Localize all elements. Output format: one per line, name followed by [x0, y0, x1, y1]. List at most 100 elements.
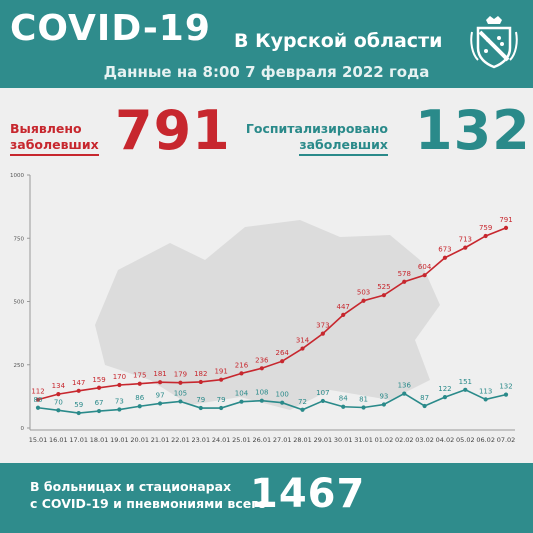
y-tick-label: 750 [14, 236, 25, 242]
x-tick-label: 29.01 [314, 436, 333, 444]
data-label: 81 [359, 396, 368, 404]
data-label: 578 [398, 270, 411, 278]
x-tick-label: 02.02 [395, 436, 414, 444]
data-point [117, 382, 122, 388]
data-point [381, 402, 387, 407]
data-label: 93 [379, 392, 388, 400]
x-tick-label: 06.02 [476, 436, 495, 444]
data-point [483, 233, 488, 239]
x-axis-labels: 15.01 16.01 17.01 18.01 19.01 20.01 21.01 22.01… [29, 436, 516, 444]
data-point [239, 399, 244, 404]
y-tick-label: 0 [21, 426, 25, 432]
data-label: 107 [316, 389, 329, 397]
y-tick-label: 500 [14, 300, 25, 306]
data-label: 503 [357, 289, 370, 297]
data-point [422, 403, 427, 409]
data-point [361, 405, 366, 410]
data-point [178, 399, 183, 404]
data-point [463, 245, 468, 250]
data-label: 105 [174, 389, 187, 397]
data-point [463, 387, 468, 392]
detected-label-line-1: Выявлено [10, 121, 82, 136]
data-date: Данные на 8:00 7 февраля 2022 года [103, 63, 430, 81]
x-tick-label: 17.01 [69, 436, 88, 444]
chart-axes: 0 250 500 750 1000 [10, 173, 515, 432]
footer-bar [0, 463, 533, 533]
detected-series: 112 134 147 159 170 175 181 179 182 191 216 236 264 3… [31, 216, 513, 402]
data-point [56, 391, 61, 397]
data-point [320, 398, 325, 404]
data-point [341, 404, 346, 409]
data-label: 151 [459, 378, 472, 386]
x-tick-label: 21.01 [151, 436, 170, 444]
data-point [259, 366, 264, 371]
data-point [219, 377, 224, 382]
region-title: В Курской области [234, 30, 443, 52]
data-label: 113 [479, 387, 492, 395]
data-label: 97 [156, 391, 165, 399]
data-point [503, 392, 509, 397]
x-tick-label: 01.02 [375, 436, 394, 444]
data-point [219, 405, 224, 411]
data-label: 84 [339, 395, 348, 403]
data-point [381, 293, 387, 298]
header-bar [0, 0, 533, 88]
data-point [76, 410, 81, 416]
data-point [280, 359, 285, 364]
data-label: 713 [459, 236, 472, 244]
data-point [198, 379, 203, 385]
footer-total-value: 1467 [250, 471, 366, 517]
data-point [157, 401, 163, 406]
data-label: 80 [34, 396, 43, 404]
x-tick-label: 24.01 [212, 436, 231, 444]
data-point [402, 279, 407, 284]
data-label: 236 [255, 356, 269, 364]
data-point [300, 407, 305, 412]
x-tick-label: 25.01 [232, 436, 251, 444]
data-label: 314 [296, 337, 310, 345]
x-tick-label: 19.01 [110, 436, 129, 444]
x-tick-label: 27.01 [273, 436, 292, 444]
data-point [341, 312, 346, 318]
series-line [37, 388, 507, 414]
data-label: 179 [174, 371, 187, 379]
data-point [259, 398, 264, 403]
data-point [402, 391, 407, 396]
y-tick-label: 1000 [10, 173, 24, 179]
data-label: 182 [194, 370, 207, 378]
x-tick-label: 28.01 [293, 436, 312, 444]
data-label: 134 [52, 382, 66, 390]
detected-value: 791 [115, 99, 231, 162]
data-label: 175 [133, 372, 146, 380]
hospitalized-label-line-2: заболевших [299, 137, 388, 156]
region-map-shape [95, 220, 440, 410]
data-label: 67 [95, 399, 104, 407]
data-label: 147 [72, 379, 85, 387]
data-label: 604 [418, 263, 432, 271]
data-label: 122 [438, 385, 451, 393]
data-label: 136 [398, 382, 412, 390]
data-point [76, 388, 81, 393]
data-label: 447 [337, 303, 350, 311]
data-label: 170 [113, 373, 126, 381]
x-tick-label: 30.01 [334, 436, 353, 444]
data-label: 159 [92, 376, 105, 384]
data-label: 79 [196, 396, 205, 404]
hospitalized-series: 80 70 59 67 73 86 97 105 79 79 104 108 100 72 107 84 81 9… [34, 378, 513, 416]
data-label: 108 [255, 389, 268, 397]
data-point [157, 380, 163, 385]
coat-of-arms-icon [470, 16, 518, 69]
page-title: COVID-19 [10, 8, 211, 49]
data-label: 59 [74, 401, 83, 409]
detected-label: Выявлено заболевших [10, 121, 99, 156]
data-point [178, 380, 183, 385]
x-tick-label: 16.01 [49, 436, 68, 444]
data-label: 104 [235, 390, 249, 398]
data-label: 191 [214, 368, 227, 376]
data-label: 216 [235, 361, 249, 369]
data-point [198, 405, 203, 411]
data-point [35, 397, 41, 402]
hospitalized-value: 132 [415, 99, 531, 162]
data-point [300, 346, 305, 351]
footer-text-line-2: с COVID-19 и пневмониями всего [30, 496, 267, 511]
